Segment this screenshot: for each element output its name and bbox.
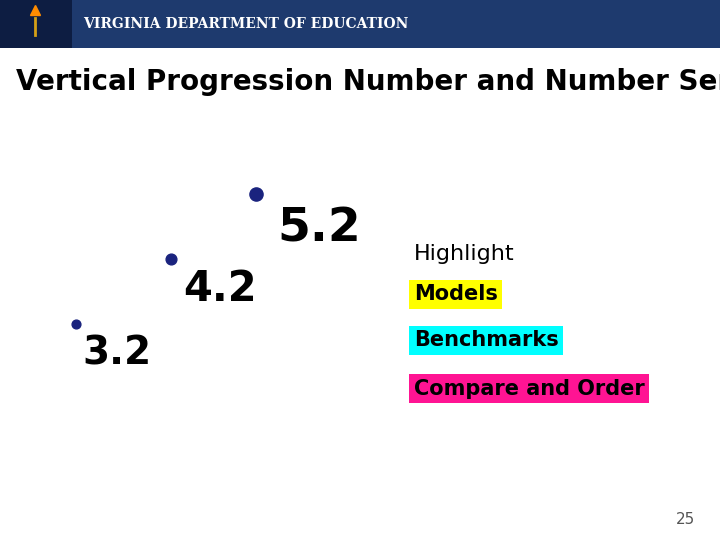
Point xyxy=(70,320,81,328)
FancyBboxPatch shape xyxy=(0,0,72,48)
Point xyxy=(166,255,177,264)
Text: Vertical Progression Number and Number Sense: Vertical Progression Number and Number S… xyxy=(16,68,720,96)
Text: VIRGINIA DEPARTMENT OF EDUCATION: VIRGINIA DEPARTMENT OF EDUCATION xyxy=(83,17,408,31)
Text: Models: Models xyxy=(414,284,498,305)
Point xyxy=(250,190,261,199)
Text: 5.2: 5.2 xyxy=(277,207,361,252)
Text: Compare and Order: Compare and Order xyxy=(414,379,644,399)
Text: Benchmarks: Benchmarks xyxy=(414,330,559,350)
Text: 3.2: 3.2 xyxy=(83,335,152,373)
Text: Highlight: Highlight xyxy=(414,244,515,264)
Polygon shape xyxy=(0,0,359,65)
Polygon shape xyxy=(243,0,374,21)
FancyBboxPatch shape xyxy=(0,0,720,48)
Text: 4.2: 4.2 xyxy=(184,268,257,310)
Text: 25: 25 xyxy=(675,511,695,526)
